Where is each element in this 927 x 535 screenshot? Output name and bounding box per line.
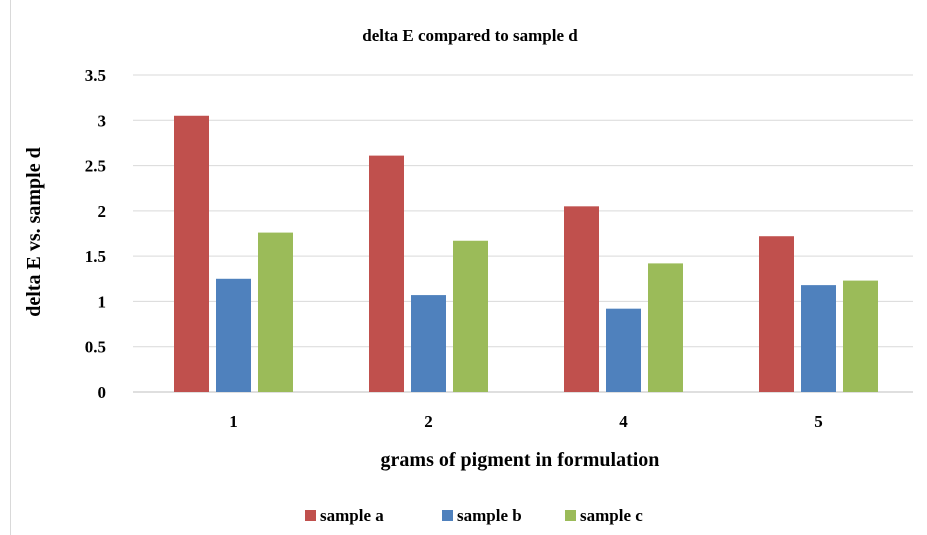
x-axis-ticks: 1 2 4 5: [229, 412, 823, 431]
y-axis-label: delta E vs. sample d: [23, 147, 45, 316]
bar-sample-b-1: [216, 278, 251, 392]
y-tick-label: 0: [98, 383, 107, 402]
bar-sample-a-5: [759, 236, 794, 392]
chart-title: delta E compared to sample d: [362, 26, 578, 45]
legend-swatch-sample-b: [442, 510, 453, 521]
x-tick-label: 5: [814, 412, 823, 431]
bar-sample-b-4: [606, 308, 641, 392]
y-tick-label: 1: [98, 292, 107, 311]
bar-sample-b-2: [411, 295, 446, 392]
y-tick-label: 2: [98, 202, 107, 221]
y-axis-ticks: 0 0.5 1 1.5 2 2.5 3 3.5: [85, 66, 106, 402]
x-tick-label: 2: [424, 412, 433, 431]
y-tick-label: 3: [98, 111, 107, 130]
bars: [174, 115, 878, 392]
bar-sample-c-5: [843, 280, 878, 392]
bar-sample-a-1: [174, 115, 209, 392]
legend: sample a sample b sample c: [305, 506, 643, 525]
bar-sample-a-4: [564, 206, 599, 392]
legend-label: sample c: [580, 506, 643, 525]
bar-sample-c-2: [453, 240, 488, 392]
y-tick-label: 2.5: [85, 157, 106, 176]
y-tick-label: 3.5: [85, 66, 106, 85]
x-tick-label: 4: [619, 412, 628, 431]
bar-sample-a-2: [369, 155, 404, 392]
legend-label: sample a: [320, 506, 384, 525]
bar-sample-c-1: [258, 232, 293, 392]
x-tick-label: 1: [229, 412, 238, 431]
bar-sample-c-4: [648, 263, 683, 392]
x-axis-label: grams of pigment in formulation: [381, 449, 660, 471]
legend-swatch-sample-c: [565, 510, 576, 521]
legend-swatch-sample-a: [305, 510, 316, 521]
y-tick-label: 0.5: [85, 338, 106, 357]
y-tick-label: 1.5: [85, 247, 106, 266]
legend-label: sample b: [457, 506, 522, 525]
frame-border: [10, 0, 11, 535]
bar-sample-b-5: [801, 285, 836, 392]
